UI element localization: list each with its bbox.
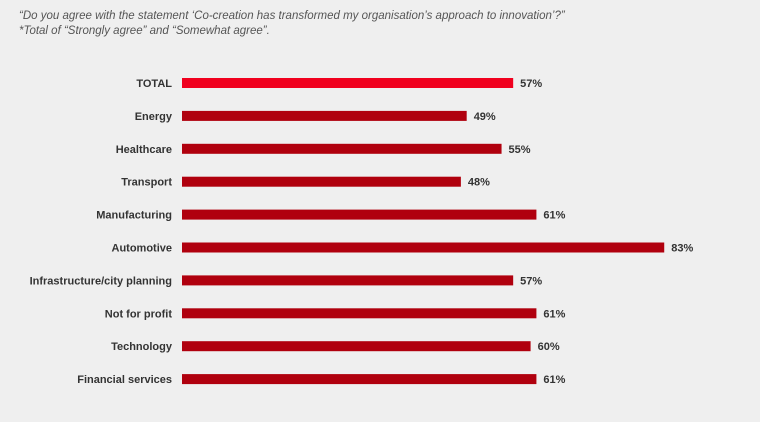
value-label: 48% — [468, 177, 490, 189]
bar — [182, 143, 502, 154]
category-label: Automotive — [112, 243, 173, 255]
category-label: Financial services — [77, 374, 172, 386]
category-label: Technology — [111, 341, 173, 353]
bar — [182, 341, 531, 352]
value-label: 49% — [474, 111, 496, 123]
bar — [182, 374, 537, 385]
category-label: Manufacturing — [96, 210, 172, 222]
value-label: 61% — [543, 308, 565, 320]
category-label: TOTAL — [136, 78, 172, 90]
bar — [182, 78, 514, 88]
value-label: 61% — [543, 374, 565, 386]
chart-title: “Do you agree with the statement ‘Co-cre… — [19, 10, 565, 22]
category-label: Healthcare — [116, 144, 172, 156]
bar — [182, 242, 665, 253]
bar — [182, 176, 461, 187]
value-label: 57% — [520, 78, 542, 90]
bar — [182, 110, 467, 121]
category-label: Energy — [135, 111, 173, 123]
value-label: 55% — [509, 144, 531, 156]
bar — [182, 308, 537, 319]
category-label: Not for profit — [105, 308, 173, 320]
value-label: 57% — [520, 275, 542, 287]
value-label: 60% — [538, 341, 560, 353]
bar — [182, 209, 537, 220]
bar — [182, 275, 514, 286]
category-label: Transport — [121, 177, 172, 189]
value-label: 61% — [543, 210, 565, 222]
value-label: 83% — [671, 243, 693, 255]
category-label: Infrastructure/city planning — [30, 275, 172, 287]
chart-subtitle: *Total of “Strongly agree” and “Somewhat… — [19, 25, 270, 37]
